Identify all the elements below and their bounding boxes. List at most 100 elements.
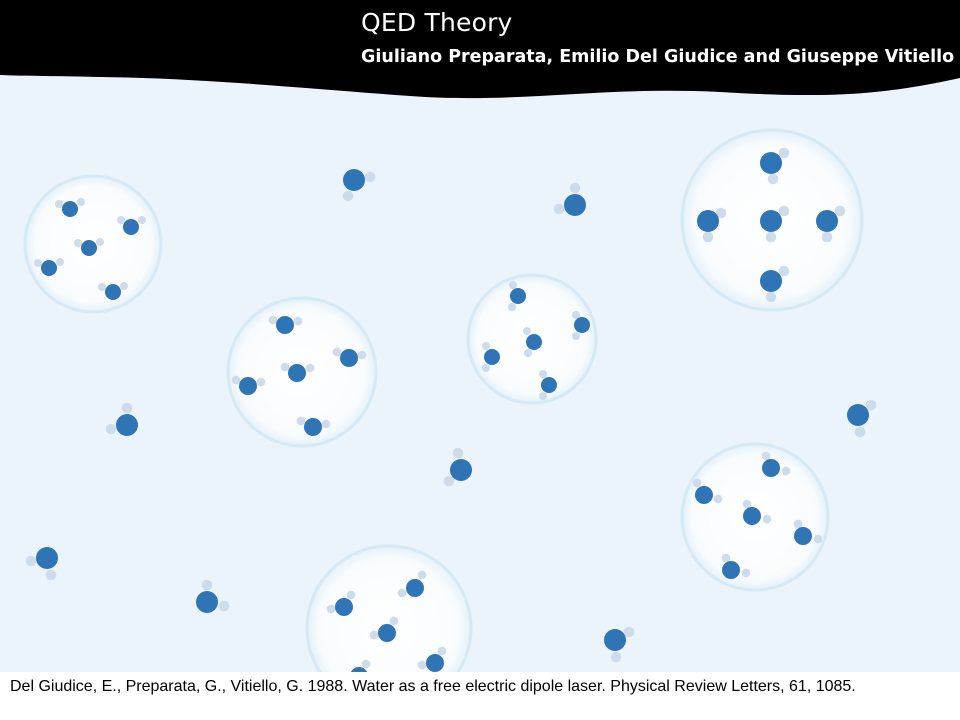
oxygen-atom: [304, 418, 322, 436]
water-molecule-icon: [760, 205, 790, 243]
water-molecule-icon: [760, 147, 790, 185]
water-molecule-icon: [604, 626, 635, 663]
hydrogen-atom: [369, 630, 379, 640]
oxygen-atom: [722, 561, 740, 579]
oxygen-atom: [81, 240, 97, 256]
hydrogen-atom: [765, 231, 777, 243]
water-molecule-icon: [742, 499, 772, 525]
oxygen-atom: [335, 598, 353, 616]
water-molecule-icon: [482, 342, 500, 372]
oxygen-atom: [604, 629, 626, 651]
hydrogen-atom: [778, 205, 790, 217]
hydrogen-atom: [437, 646, 447, 656]
water-molecule-icon: [553, 182, 586, 216]
hydrogen-atom: [702, 231, 714, 243]
hydrogen-atom: [120, 282, 128, 290]
oxygen-atom: [288, 364, 306, 382]
header-band: [0, 0, 960, 99]
oxygen-atom: [484, 349, 500, 365]
hydrogen-atom: [523, 327, 531, 335]
hydrogen-atom: [25, 555, 37, 567]
water-molecules: [25, 147, 877, 685]
hydrogen-atom: [572, 311, 580, 319]
oxygen-atom: [340, 349, 358, 367]
water-molecule-icon: [25, 547, 58, 581]
hydrogen-atom: [417, 660, 427, 670]
hydrogen-atom: [482, 342, 490, 350]
hydrogen-atom: [767, 173, 779, 185]
water-molecule-icon: [74, 238, 104, 256]
water-molecule-icon: [816, 205, 846, 243]
hydrogen-atom: [854, 426, 866, 438]
oxygen-atom: [426, 654, 444, 672]
water-molecule-icon: [793, 519, 823, 545]
hydrogen-atom: [508, 303, 516, 311]
water-molecule-icon: [98, 282, 128, 300]
hydrogen-atom: [346, 590, 356, 600]
water-molecule-icon: [268, 315, 303, 334]
hydrogen-atom: [781, 466, 791, 476]
oxygen-atom: [41, 260, 57, 276]
hydrogen-atom: [105, 423, 117, 435]
hydrogen-atom: [342, 190, 354, 202]
hydrogen-atom: [98, 283, 106, 291]
water-molecule-icon: [417, 646, 447, 672]
hydrogen-atom: [321, 419, 331, 429]
water-molecule-icon: [342, 169, 376, 202]
oxygen-atom: [574, 317, 590, 333]
oxygen-atom: [450, 459, 472, 481]
oxygen-atom: [343, 169, 365, 191]
hydrogen-atom: [572, 332, 580, 340]
hydrogen-atom: [332, 347, 342, 357]
hydrogen-atom: [389, 616, 399, 626]
hydrogen-atom: [482, 364, 490, 372]
hydrogen-atom: [77, 198, 85, 206]
water-molecule-icon: [760, 265, 790, 303]
water-molecule-icon: [572, 311, 590, 340]
oxygen-atom: [526, 334, 542, 350]
hydrogen-atom: [55, 200, 63, 208]
water-molecule-icon: [721, 553, 751, 579]
hydrogen-atom: [509, 281, 517, 289]
water-molecule-icon: [55, 198, 85, 217]
oxygen-atom: [123, 219, 139, 235]
hydrogen-atom: [361, 659, 371, 669]
hydrogen-atom: [56, 258, 64, 266]
oxygen-atom: [760, 210, 782, 232]
hydrogen-atom: [741, 568, 751, 578]
hydrogen-atom: [715, 207, 727, 219]
hydrogen-atom: [121, 402, 133, 414]
hydrogen-atom: [553, 203, 565, 215]
hydrogen-atom: [305, 363, 315, 373]
hydrogen-atom: [231, 375, 241, 385]
hydrogen-atom: [721, 553, 731, 563]
hydrogen-atom: [34, 259, 42, 267]
hydrogen-atom: [692, 478, 702, 488]
water-molecule-icon: [34, 258, 64, 276]
water-molecule-icon: [508, 281, 526, 311]
water-molecule-icon: [117, 216, 146, 235]
hydrogen-atom: [524, 349, 532, 357]
hydrogen-atom: [793, 519, 803, 529]
water-molecule-icon: [692, 478, 723, 504]
water-molecule-icon: [761, 451, 791, 477]
hydrogen-atom: [742, 499, 752, 509]
oxygen-atom: [743, 507, 761, 525]
hydrogen-atom: [813, 534, 823, 544]
oxygen-atom: [105, 284, 121, 300]
hydrogen-atom: [397, 588, 407, 598]
hydrogen-atom: [713, 494, 723, 504]
hydrogen-atom: [569, 182, 581, 194]
water-molecule-icon: [523, 327, 542, 357]
hydrogen-atom: [218, 600, 230, 612]
water-molecule-icon: [332, 347, 367, 367]
water-molecule-icon: [443, 447, 472, 487]
water-molecule-icon: [280, 362, 315, 382]
water-molecule-icon: [105, 402, 138, 436]
hydrogen-atom: [539, 392, 547, 400]
hydrogen-atom: [117, 216, 125, 224]
oxygen-atom: [794, 527, 812, 545]
oxygen-atom: [196, 591, 218, 613]
oxygen-atom: [760, 270, 782, 292]
